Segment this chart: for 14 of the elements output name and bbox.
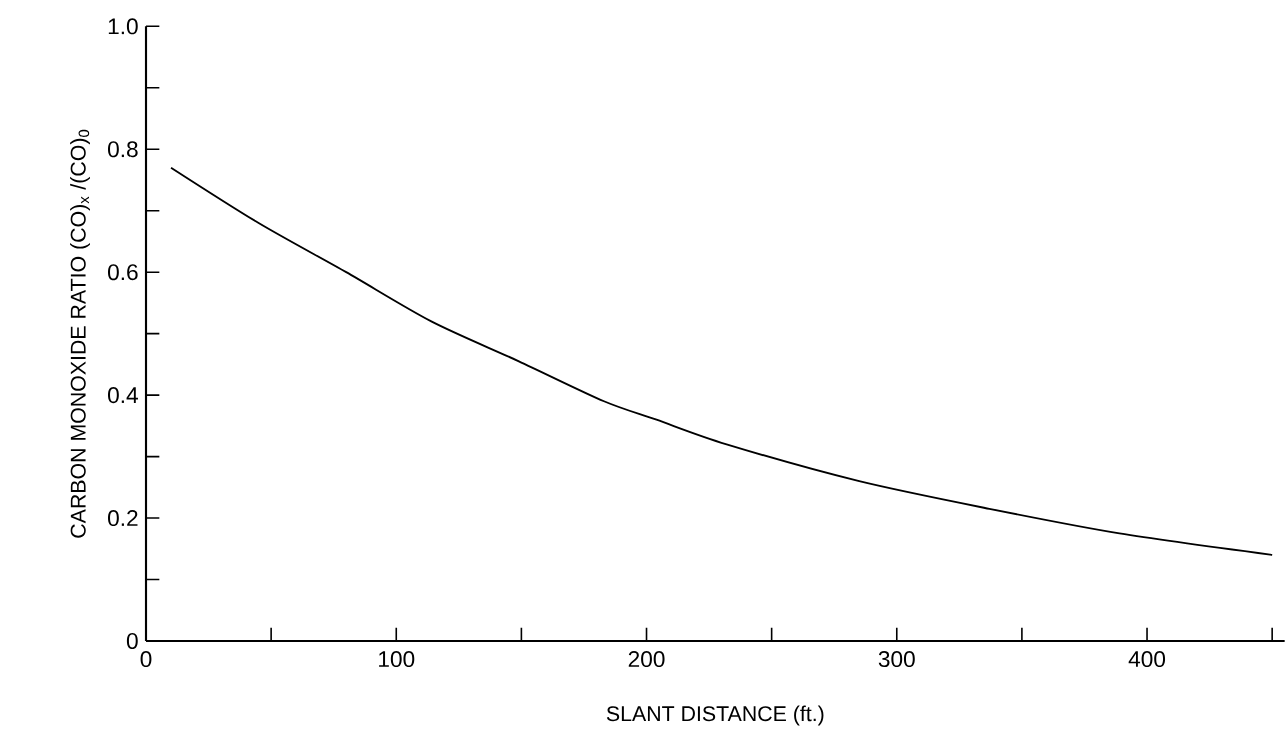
- x-tick-label: 400: [1128, 651, 1166, 668]
- x-axis-title: SLANT DISTANCE (ft.): [606, 705, 824, 726]
- y-tick-label: 0: [126, 632, 138, 650]
- line-series: [170, 166, 1274, 556]
- x-tick-label: 300: [878, 651, 915, 668]
- y-tick-label: 0.2: [108, 510, 138, 527]
- y-tick-label: 0.8: [108, 141, 138, 158]
- y-tick-label: 0.4: [108, 387, 138, 404]
- x-tick-label: 200: [628, 651, 665, 668]
- y-tick-label: 1.0: [108, 18, 138, 35]
- y-axis-title: CARBON MONOXIDE RATIO (CO)$_{x}$ /(CO)$_{0}$: [70, 129, 90, 538]
- x-tick-label: 100: [379, 651, 415, 668]
- x-tick-label: 0: [140, 651, 152, 668]
- y-tick-label: 0.6: [108, 264, 138, 281]
